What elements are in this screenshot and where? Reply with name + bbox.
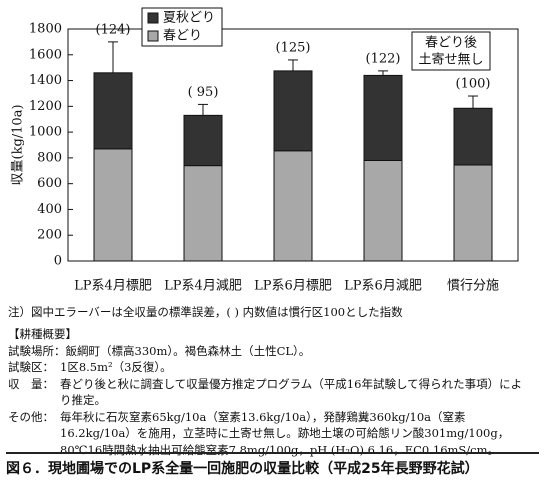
spec-label: その他： (8, 409, 54, 424)
y-tick-label: 1200 (29, 99, 62, 114)
chart: 収量(kg/10a) 春どり後 土寄せ無し 0 200 400 600 800 1000 1… (11, 7, 519, 294)
legend-label: 春どり (163, 29, 202, 44)
y-tick-label: 1800 (29, 22, 62, 37)
note: 注）図中エラーバーは全収量の標準誤差，( ) 内数値は慣行区100とした指数 (8, 305, 403, 319)
annotation: 春どり後 (425, 36, 477, 51)
y-tick-label: 600 (37, 176, 62, 191)
index-label: (125) (276, 40, 311, 55)
bar-segment (273, 70, 313, 152)
y-tick-label: 1600 (29, 47, 62, 62)
bar-segment (273, 150, 313, 262)
bar-segment (453, 164, 493, 262)
index-label: ( 95) (188, 85, 219, 100)
index-label: (124) (96, 22, 131, 37)
x-tick-label: LP系4月標肥 (74, 279, 152, 294)
index-label: (122) (366, 51, 401, 66)
y-axis-label: 収量(kg/10a) (11, 104, 26, 185)
spec-label: 収 量： (8, 376, 54, 391)
spec-row: 試験区： 1区8.5m²（3反復）。 (8, 359, 533, 376)
y-tick-label: 1400 (29, 73, 62, 88)
spec-label: 試験場所： (8, 343, 66, 358)
x-tick-label: LP系6月標肥 (254, 279, 332, 294)
y-tick-label: 400 (37, 202, 62, 217)
spec-text: 毎年秋に石灰窒素65kg/10a（窒素13.6kg/10a），発酵鶏糞360kg… (60, 409, 510, 457)
spec-row: 収 量： 春どり後と秋に調査して収量優方推定プログラム（平成16年試験して得られた… (8, 376, 533, 409)
y-tick-label: 800 (37, 150, 62, 165)
spec-label: 試験区： (8, 360, 54, 374)
y-tick-label: 200 (37, 228, 62, 243)
y-tick-label: 0 (54, 254, 62, 269)
bar-segment (363, 74, 403, 161)
spec-text: 春どり後と秋に調査して収量優方推定プログラム（平成16年試験して得られた事項）に… (60, 376, 523, 408)
bar-segment (453, 107, 493, 166)
spec-text: 飯綱町（標高330m）。褐色森林土（土性CL）。 (65, 343, 311, 358)
bar-segment (183, 165, 223, 262)
legend-swatch (147, 12, 159, 24)
annotation-box (411, 31, 491, 71)
caption: 図６．現地圃場でのLP系全量一回施肥の収量比較（平成25年長野野花試） (6, 452, 539, 478)
spec-row: 試験場所： 飯綱町（標高330m）。褐色森林土（土性CL）。 (8, 343, 533, 360)
legend-label: 夏秋どり (163, 11, 215, 26)
spec-text: 1区8.5m²（3反復）。 (60, 360, 172, 374)
heading: 【耕種概要】 (8, 327, 77, 341)
annotation: 土寄せ無し (418, 52, 483, 68)
cultivation: 【耕種概要】 試験場所： 飯綱町（標高330m）。褐色森林土（土性CL）。 試験区：… (8, 326, 533, 458)
x-tick-label: LP系6月減肥 (344, 278, 422, 294)
index-label: (100) (456, 77, 491, 92)
bar-segment (183, 114, 223, 167)
legend-swatch (147, 30, 159, 42)
bar-segment (93, 148, 133, 262)
x-tick-label: 慣行分施 (447, 278, 499, 294)
x-tick-label: LP系4月減肥 (164, 278, 242, 294)
bar-segment (93, 72, 133, 150)
y-tick-label: 1000 (29, 125, 62, 140)
bar-segment (363, 159, 403, 262)
spec-row: その他： 毎年秋に石灰窒素65kg/10a（窒素13.6kg/10a），発酵鶏糞3… (8, 409, 533, 459)
